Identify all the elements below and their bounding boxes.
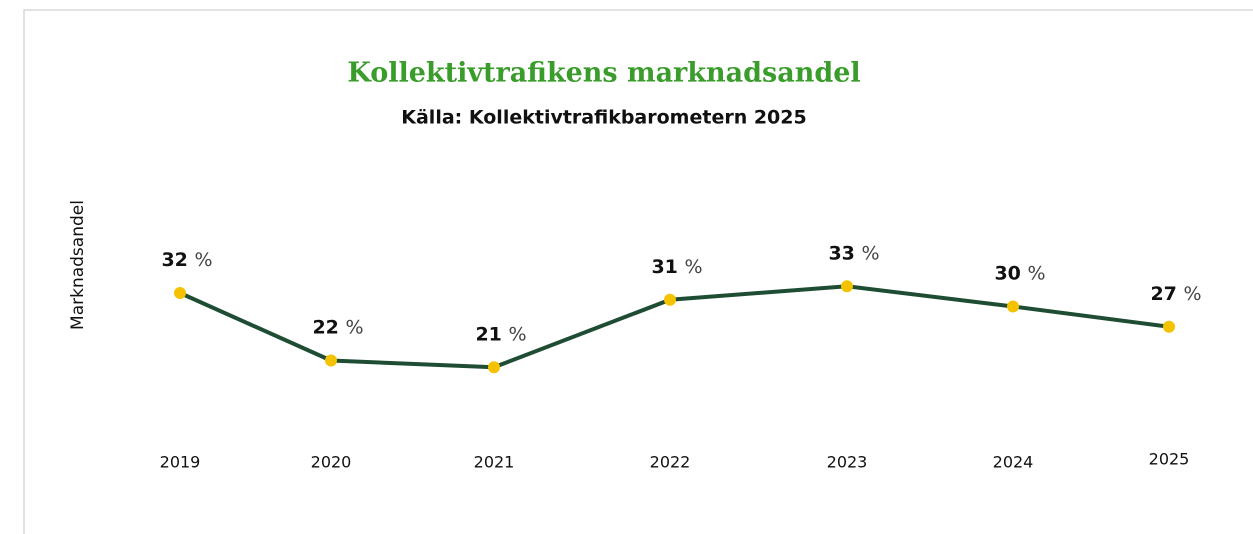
chart-subtitle: Källa: Kollektivtrafikbarometern 2025 <box>401 107 806 129</box>
point <box>1163 320 1175 333</box>
x-tick-label: 2020 <box>311 453 352 472</box>
data-label: 30 % <box>994 262 1045 284</box>
x-tick-label: 2021 <box>474 453 515 472</box>
point <box>664 293 676 306</box>
data-label: 33 % <box>828 242 879 264</box>
chart-title: Kollektivtrafikens marknadsandel <box>347 58 860 89</box>
data-label: 27 % <box>1150 282 1201 304</box>
data-label: 22 % <box>312 316 363 338</box>
point <box>325 354 337 367</box>
x-tick-label: 2023 <box>827 453 868 472</box>
data-label: 21 % <box>475 323 526 345</box>
point <box>1007 300 1019 313</box>
frame <box>23 9 1253 534</box>
point <box>841 280 853 293</box>
data-label: 32 % <box>161 249 212 271</box>
x-tick-label: 2019 <box>160 453 201 472</box>
point <box>488 361 500 374</box>
x-tick-label: 2022 <box>650 453 691 472</box>
data-label: 31 % <box>651 255 702 277</box>
y-axis-title: Marknadsandel <box>68 200 88 330</box>
x-tick-label: 2024 <box>993 453 1034 472</box>
point <box>174 287 186 299</box>
x-tick-label: 2025 <box>1149 450 1190 469</box>
